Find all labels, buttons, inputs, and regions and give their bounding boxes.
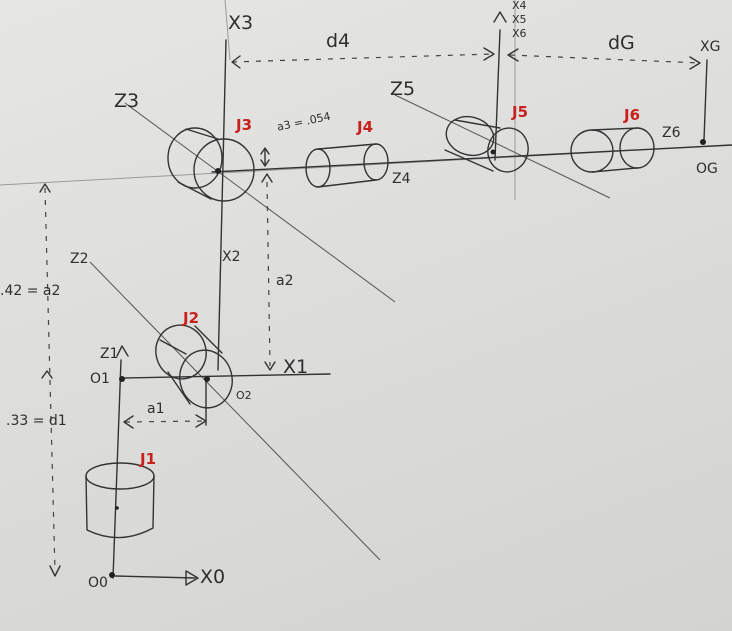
x4-arrow — [493, 11, 507, 23]
origin-label-o0: O0 — [88, 575, 108, 591]
d4-arrow-left — [231, 55, 241, 69]
z1-arrow — [116, 345, 129, 357]
param-label-a2-value: .42 = a2 — [0, 283, 61, 299]
axis-label-x3: X3 — [228, 12, 254, 34]
a2-arrow-top — [261, 173, 273, 183]
axis-label-xg: XG — [700, 39, 721, 55]
origin-label-o2: O2 — [236, 389, 252, 402]
origin-label-o1: O1 — [90, 371, 110, 387]
left-arrow-top — [39, 183, 51, 193]
axis-label-x6: X6 — [512, 27, 527, 40]
axis-label-x2: X2 — [222, 249, 241, 265]
z3-axis-line — [124, 102, 396, 303]
d4-dimension-line — [231, 53, 493, 63]
joint-label-j6: J6 — [624, 106, 641, 124]
joint-label-j1: J1 — [140, 450, 157, 468]
j1-cylinder — [85, 462, 155, 539]
z0-z1-vertical-line — [112, 359, 122, 579]
left-height-dimension-line — [44, 187, 56, 573]
joint-label-j2: J2 — [183, 309, 200, 327]
dg-arrow-right — [689, 56, 701, 70]
param-label-a1: a1 — [147, 401, 165, 417]
param-label-d1-value: .33 = d1 — [6, 413, 67, 429]
joint-label-j3: J3 — [236, 116, 253, 134]
param-label-a2: a2 — [276, 273, 294, 289]
z4-z6-axis-line — [211, 144, 732, 173]
axis-label-z6: Z6 — [662, 125, 681, 141]
z5-axis-line — [394, 94, 611, 199]
j6-cylinder — [570, 127, 655, 173]
a3-arrows — [260, 147, 270, 167]
a2-arrow-bottom — [264, 361, 276, 371]
axis-label-x4: X4 — [512, 0, 527, 12]
j4-cylinder — [305, 143, 389, 188]
axis-label-x0: X0 — [200, 566, 226, 588]
x0-arrow — [185, 570, 199, 586]
left-arrow-mid — [41, 370, 53, 379]
og-origin-dot — [700, 139, 706, 145]
axis-label-x1: X1 — [283, 356, 309, 378]
x3-x2-vertical-line — [217, 39, 227, 371]
param-label-d4: d4 — [326, 30, 351, 52]
o1-origin-dot — [119, 376, 125, 382]
xg-vertical-line — [703, 59, 708, 141]
faint-x3-extension — [224, 0, 231, 61]
param-label-dg: dG — [608, 32, 635, 54]
x1-axis-line — [124, 373, 331, 379]
joint-label-j4: J4 — [357, 118, 374, 136]
axis-label-z2: Z2 — [70, 251, 89, 267]
x0-axis-line — [114, 575, 196, 579]
a1-dimension-line — [124, 420, 206, 423]
left-arrow-bottom — [49, 565, 61, 577]
dg-arrow-left — [507, 48, 519, 62]
d4-arrow-right — [483, 47, 495, 61]
j5-cylinder — [444, 115, 529, 173]
j3-cylinder — [167, 127, 255, 202]
axis-label-z4: Z4 — [392, 171, 411, 187]
a1-arrow-left — [123, 415, 134, 429]
x4-x5-x6-vertical-line — [494, 29, 501, 161]
dg-dimension-line — [509, 54, 701, 64]
axis-label-z5: Z5 — [390, 78, 416, 100]
axis-label-x5: X5 — [512, 13, 527, 26]
axis-label-z3: Z3 — [114, 90, 140, 112]
axis-label-z1: Z1 — [100, 346, 119, 362]
joint-label-j5: J5 — [512, 103, 529, 121]
origin-label-og: OG — [696, 161, 718, 177]
j2-cylinder — [155, 324, 233, 409]
o0-origin-dot — [109, 572, 115, 578]
z2-axis-line — [89, 261, 381, 561]
